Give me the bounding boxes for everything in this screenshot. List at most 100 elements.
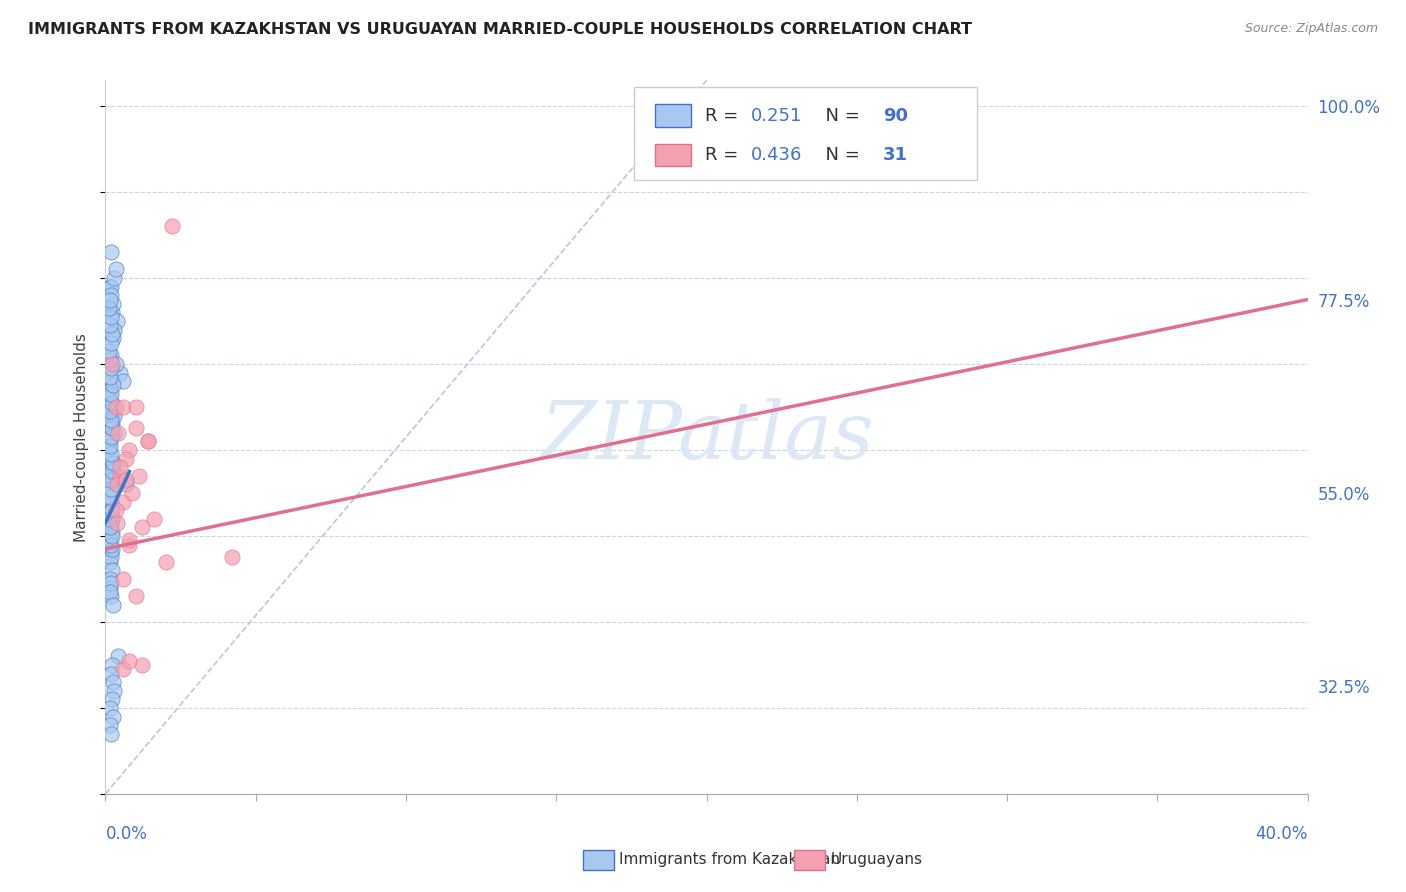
Point bbox=[100, 335, 122, 350]
Point bbox=[112, 572, 135, 586]
Text: ZIPatlas: ZIPatlas bbox=[540, 399, 873, 475]
Point bbox=[98, 718, 121, 732]
Point bbox=[100, 288, 122, 302]
Point bbox=[104, 357, 127, 371]
Point bbox=[101, 326, 124, 341]
FancyBboxPatch shape bbox=[655, 144, 690, 166]
Point bbox=[101, 417, 124, 432]
Text: Uruguayans: Uruguayans bbox=[831, 853, 922, 867]
Point bbox=[110, 366, 132, 380]
Point bbox=[98, 318, 121, 333]
Point bbox=[101, 503, 124, 517]
Point bbox=[100, 516, 122, 530]
Point bbox=[100, 451, 122, 466]
Point bbox=[100, 503, 122, 517]
Point bbox=[101, 460, 124, 475]
Point bbox=[100, 546, 122, 560]
Point bbox=[101, 331, 124, 345]
Text: 0.251: 0.251 bbox=[751, 106, 803, 125]
Point bbox=[101, 473, 124, 487]
Point bbox=[98, 392, 121, 406]
Point bbox=[101, 675, 124, 690]
Point bbox=[101, 465, 124, 479]
Point bbox=[103, 323, 125, 337]
Point bbox=[98, 400, 121, 414]
Point bbox=[142, 512, 165, 526]
Point bbox=[101, 512, 124, 526]
Point bbox=[101, 563, 124, 577]
Point bbox=[221, 550, 243, 565]
Point bbox=[98, 512, 121, 526]
Point bbox=[98, 434, 121, 449]
Point bbox=[100, 245, 122, 260]
Text: 0.0%: 0.0% bbox=[105, 825, 148, 843]
Point bbox=[115, 451, 138, 466]
Point bbox=[110, 460, 132, 475]
Point bbox=[118, 533, 141, 548]
Point bbox=[100, 589, 122, 603]
Point bbox=[103, 425, 125, 440]
Point bbox=[103, 409, 125, 423]
Point bbox=[98, 572, 121, 586]
Point bbox=[101, 709, 124, 723]
Point bbox=[98, 442, 121, 457]
Point bbox=[100, 348, 122, 362]
Text: R =: R = bbox=[706, 106, 744, 125]
Point bbox=[131, 520, 153, 534]
Point bbox=[100, 537, 122, 551]
Point bbox=[100, 576, 122, 591]
Point bbox=[98, 581, 121, 595]
Point bbox=[101, 598, 124, 612]
Point bbox=[98, 533, 121, 548]
Point bbox=[101, 421, 124, 435]
Point bbox=[155, 555, 177, 569]
Point bbox=[98, 520, 121, 534]
Point bbox=[100, 409, 122, 423]
Point bbox=[98, 344, 121, 359]
Point bbox=[101, 657, 124, 672]
FancyBboxPatch shape bbox=[655, 104, 690, 127]
Point bbox=[100, 727, 122, 741]
Point bbox=[98, 555, 121, 569]
Point bbox=[100, 482, 122, 496]
Point bbox=[136, 434, 159, 449]
Point bbox=[101, 524, 124, 539]
Text: IMMIGRANTS FROM KAZAKHSTAN VS URUGUAYAN MARRIED-COUPLE HOUSEHOLDS CORRELATION CH: IMMIGRANTS FROM KAZAKHSTAN VS URUGUAYAN … bbox=[28, 22, 972, 37]
Text: Immigrants from Kazakhstan: Immigrants from Kazakhstan bbox=[619, 853, 839, 867]
Point bbox=[128, 468, 150, 483]
Text: 31: 31 bbox=[883, 146, 908, 164]
Point bbox=[98, 439, 121, 453]
Point bbox=[103, 683, 125, 698]
Point bbox=[98, 352, 121, 367]
Point bbox=[104, 503, 127, 517]
Point bbox=[101, 692, 124, 706]
Text: Source: ZipAtlas.com: Source: ZipAtlas.com bbox=[1244, 22, 1378, 36]
Point bbox=[124, 400, 146, 414]
Point bbox=[100, 430, 122, 444]
Point bbox=[100, 447, 122, 461]
Text: N =: N = bbox=[814, 146, 865, 164]
Point bbox=[104, 400, 127, 414]
Point bbox=[98, 404, 121, 418]
Point bbox=[100, 279, 122, 293]
Point bbox=[112, 662, 135, 676]
Point bbox=[98, 486, 121, 500]
Point bbox=[98, 701, 121, 715]
Point bbox=[98, 279, 121, 293]
Point bbox=[118, 537, 141, 551]
Point bbox=[104, 262, 127, 277]
Point bbox=[101, 374, 124, 388]
Point bbox=[98, 468, 121, 483]
Point bbox=[101, 395, 124, 409]
Point bbox=[101, 378, 124, 392]
Point bbox=[101, 456, 124, 470]
Point bbox=[98, 490, 121, 504]
Y-axis label: Married-couple Households: Married-couple Households bbox=[75, 333, 90, 541]
Point bbox=[107, 314, 129, 328]
Point bbox=[101, 297, 124, 311]
Text: R =: R = bbox=[706, 146, 744, 164]
Point bbox=[112, 494, 135, 508]
Point bbox=[101, 305, 124, 319]
Point bbox=[98, 520, 121, 534]
Text: N =: N = bbox=[814, 106, 865, 125]
